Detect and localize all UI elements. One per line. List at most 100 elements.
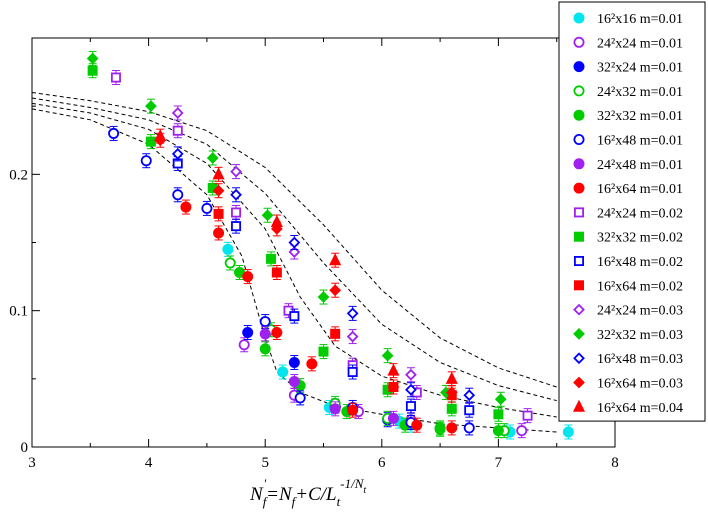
legend-label: 32²x24 m=0.01 — [597, 61, 683, 76]
legend-marker — [574, 255, 585, 266]
data-point — [306, 358, 318, 370]
data-point — [289, 311, 300, 322]
data-point — [317, 291, 330, 303]
legend-marker — [573, 376, 585, 389]
data-point — [171, 107, 184, 119]
legend-label: 16²x48 m=0.02 — [597, 255, 683, 270]
data-point — [231, 207, 242, 218]
data-point — [347, 367, 358, 378]
legend-marker — [573, 109, 585, 121]
x-axis-title: Nf′=Nf+C/Lt-1/Nt — [249, 476, 366, 509]
data-point — [154, 129, 167, 142]
data-point — [242, 326, 254, 338]
data-point — [562, 426, 574, 438]
data-point — [381, 349, 394, 362]
legend-marker — [574, 207, 585, 218]
data-point — [108, 127, 120, 139]
data-point — [329, 403, 341, 415]
data-point — [387, 412, 399, 424]
data-point — [259, 316, 271, 328]
data-point — [110, 72, 121, 83]
legend-label: 16²x64 m=0.02 — [597, 279, 683, 294]
legend-marker — [573, 61, 585, 73]
legend-marker — [573, 12, 585, 24]
data-point — [172, 125, 183, 136]
data-point — [318, 346, 329, 357]
data-point — [329, 253, 342, 266]
data-point — [463, 422, 475, 434]
x-tick-label: 3 — [28, 455, 36, 471]
plot-area — [31, 37, 616, 448]
data-point — [266, 253, 277, 264]
data-point — [288, 246, 301, 258]
data-point — [259, 328, 271, 340]
legend-marker — [574, 280, 585, 291]
data-point — [213, 208, 224, 219]
data-point — [405, 401, 416, 412]
data-point — [405, 368, 417, 381]
data-point — [230, 165, 242, 178]
data-point — [522, 410, 533, 421]
fit-curve — [31, 97, 557, 402]
legend-marker — [573, 328, 585, 340]
data-point — [405, 383, 417, 396]
data-point — [294, 392, 306, 404]
x-tick-label: 6 — [378, 455, 386, 471]
data-point — [446, 422, 458, 434]
legend-label: 24²x32 m=0.01 — [597, 85, 683, 100]
legend-marker — [574, 231, 585, 242]
legend-label: 32²x32 m=0.02 — [597, 231, 683, 246]
legend-label: 16²x64 m=0.04 — [597, 401, 683, 416]
data-point — [180, 201, 192, 213]
data-point — [445, 386, 458, 399]
data-point — [516, 425, 528, 437]
data-point — [231, 221, 242, 232]
axis-title: Nf′=Nf+C/Lt-1/Nt — [249, 476, 366, 509]
y-tick-label: 0.1 — [9, 304, 28, 320]
data-point — [140, 155, 152, 167]
legend-label: 32²x32 m=0.01 — [597, 109, 683, 124]
data-point — [492, 425, 504, 437]
legend-marker — [573, 182, 585, 194]
data-point — [493, 409, 504, 420]
plot-border — [31, 37, 616, 448]
legend: 16²x16 m=0.01 24²x24 m=0.01 32²x24 m=0.01 2… — [558, 1, 706, 422]
x-tick-label: 7 — [495, 455, 503, 471]
data-point — [387, 381, 400, 393]
data-point — [212, 184, 225, 197]
legend-marker — [572, 399, 586, 412]
legend-label: 32²x32 m=0.03 — [597, 328, 683, 343]
data-point — [212, 167, 225, 180]
data-point — [238, 339, 250, 351]
legend-label: 24²x24 m=0.02 — [597, 206, 683, 221]
legend-label: 16²x64 m=0.01 — [597, 182, 683, 197]
legend-marker — [573, 36, 585, 48]
legend-label: 16²x48 m=0.03 — [597, 352, 683, 367]
x-tick-label: 5 — [261, 455, 269, 471]
data-point — [387, 363, 400, 376]
fit-curve — [31, 102, 557, 418]
data-point — [463, 389, 476, 402]
legend-label: 24²x48 m=0.01 — [597, 158, 683, 173]
data-point — [172, 189, 184, 201]
legend-label: 16²x48 m=0.01 — [597, 134, 683, 149]
legend-marker — [573, 133, 585, 145]
data-point — [213, 227, 225, 239]
x-tick-label: 4 — [145, 455, 153, 471]
data-point — [145, 136, 156, 147]
data-point — [346, 307, 359, 320]
data-point — [224, 257, 236, 269]
data-point — [206, 152, 219, 164]
fit-curve — [31, 92, 592, 398]
data-point — [288, 236, 301, 249]
data-point — [411, 419, 423, 431]
y-tick-label: 0 — [21, 440, 29, 456]
legend-label: 24²x24 m=0.01 — [597, 36, 683, 51]
data-point — [347, 404, 359, 416]
data-point — [330, 328, 341, 339]
data-point — [464, 405, 475, 416]
data-point — [346, 330, 359, 343]
legend-marker — [573, 85, 585, 97]
data-point — [230, 188, 242, 201]
